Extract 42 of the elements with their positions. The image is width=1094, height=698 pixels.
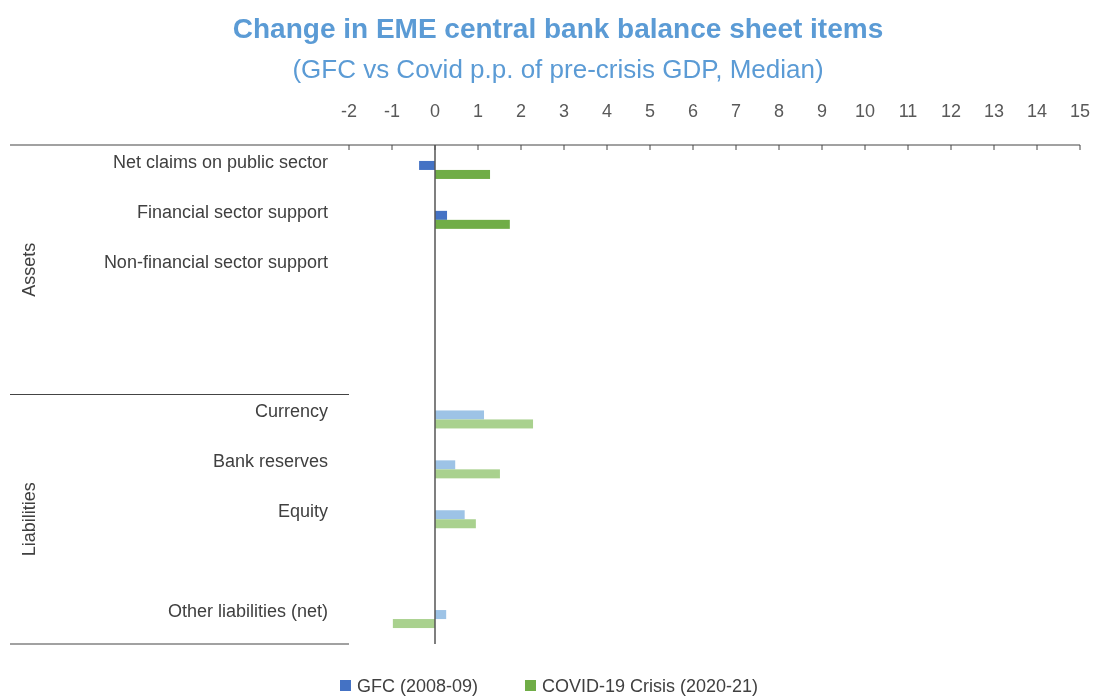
x-tick-label: 7 <box>730 101 742 121</box>
x-tick-label: 3 <box>558 101 570 121</box>
x-tick-label: -1 <box>383 101 401 121</box>
x-tick-label: 5 <box>644 101 656 121</box>
y-tick-label: Equity <box>277 501 328 522</box>
y-tick-label: Non-financial sector support <box>103 251 328 272</box>
text: Liabilities <box>19 482 39 557</box>
text: Assets <box>19 242 39 297</box>
bar <box>392 619 435 629</box>
x-tick-label: 0 <box>429 101 441 121</box>
x-tick-label: 11 <box>898 101 918 121</box>
x-tick-label: 2 <box>515 101 527 121</box>
legend-label: GFC (2008-09) <box>357 676 479 696</box>
x-tick-label: 12 <box>940 101 962 121</box>
x-tick-label: 9 <box>816 101 828 121</box>
x-tick-label: 6 <box>687 101 699 121</box>
bar <box>435 419 534 429</box>
bar <box>435 460 456 470</box>
chart-title: Change in EME central bank balance sheet items <box>232 13 884 44</box>
x-tick-label: 10 <box>854 101 876 121</box>
bar <box>419 160 435 170</box>
x-tick-label: 1 <box>472 101 484 121</box>
y-tick-label: Currency <box>254 401 328 422</box>
bar <box>435 510 465 520</box>
bar <box>435 169 491 179</box>
x-tick-label: 14 <box>1026 101 1048 121</box>
bar <box>435 469 500 479</box>
y-tick-label: Bank reserves <box>212 451 328 472</box>
bar <box>435 410 485 420</box>
y-tick-label: Financial sector support <box>136 201 328 222</box>
x-tick-label: 4 <box>601 101 613 121</box>
bar <box>435 210 448 220</box>
y-tick-label: Other liabilities (net) <box>167 601 328 622</box>
y-tick-label: Net claims on public sector <box>112 151 328 172</box>
x-tick-label: 8 <box>773 101 785 121</box>
x-tick-label: -2 <box>340 101 358 121</box>
x-tick-label: 13 <box>983 101 1005 121</box>
legend-label: COVID-19 Crisis (2020-21) <box>542 676 759 696</box>
x-tick-label: 15 <box>1069 101 1091 121</box>
bar <box>435 519 476 529</box>
chart-subtitle: (GFC vs Covid p.p. of pre-crisis GDP, Median) <box>292 54 824 84</box>
bar <box>435 219 510 229</box>
